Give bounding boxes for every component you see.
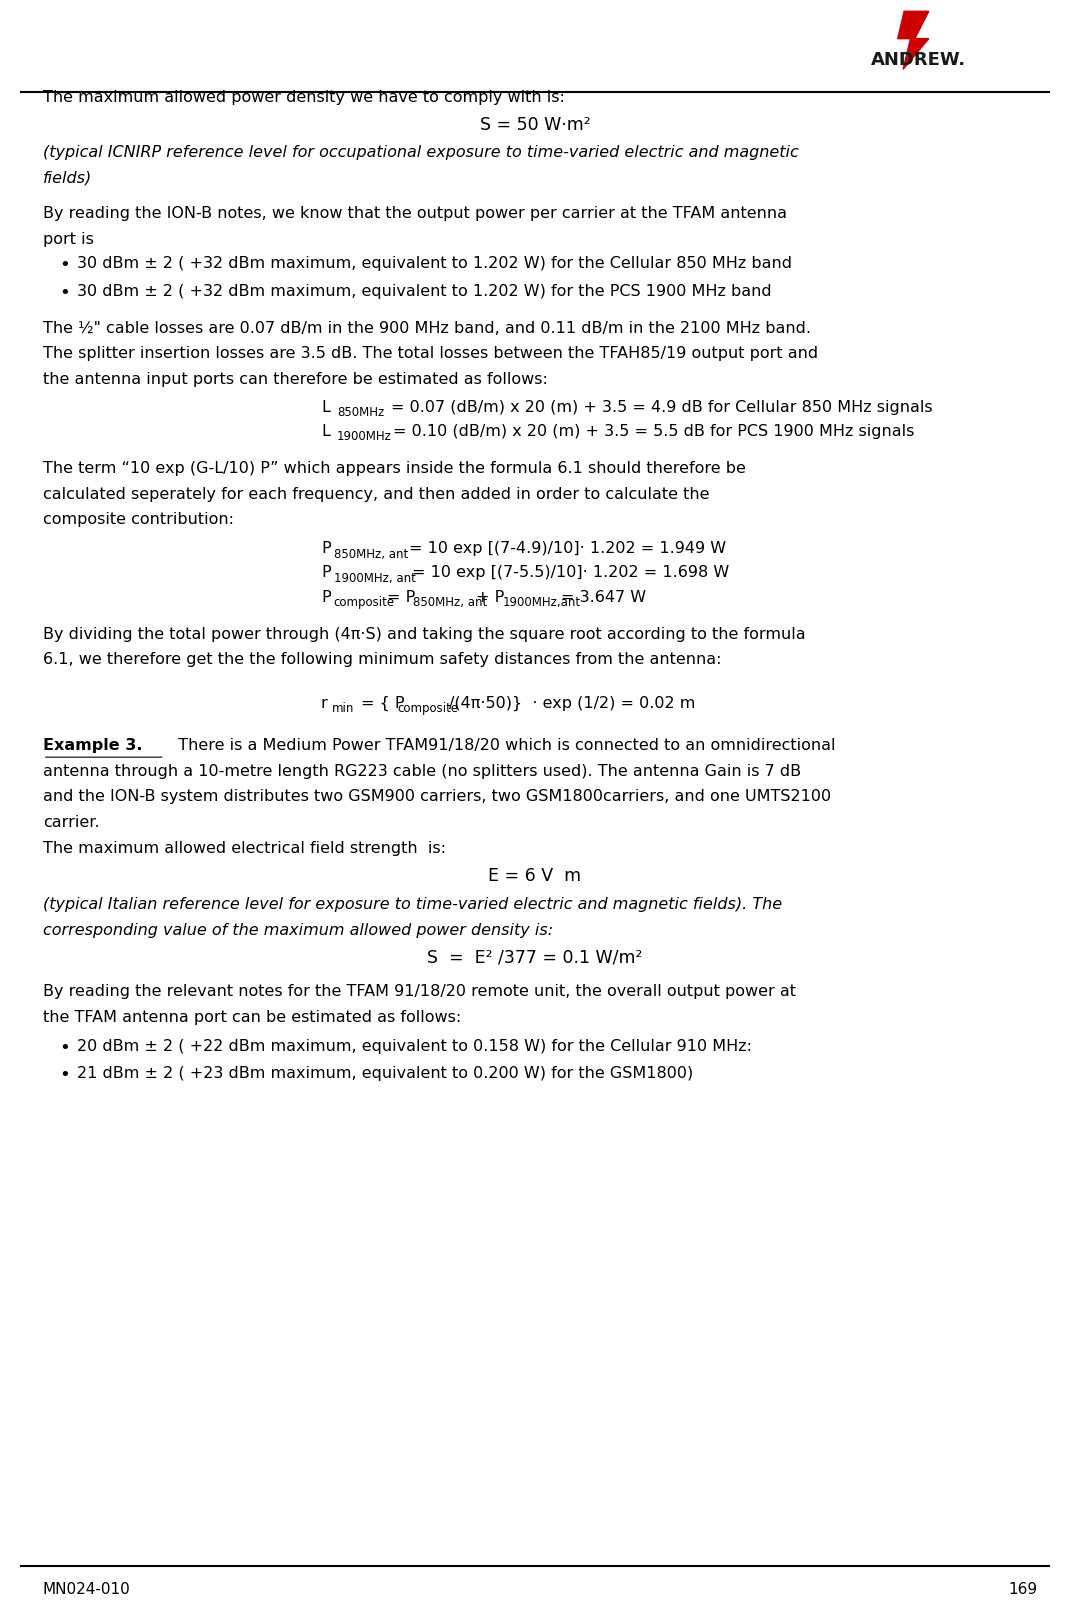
Text: 1900MHz: 1900MHz: [337, 430, 392, 443]
Text: = 10 exp [(7-5.5)/10]· 1.202 = 1.698 W: = 10 exp [(7-5.5)/10]· 1.202 = 1.698 W: [412, 565, 729, 580]
Text: = 0.07 (dB/m) x 20 (m) + 3.5 = 4.9 dB for Cellular 850 MHz signals: = 0.07 (dB/m) x 20 (m) + 3.5 = 4.9 dB fo…: [391, 400, 932, 414]
Text: 1900MHz,ant: 1900MHz,ant: [503, 596, 581, 609]
Text: + P: + P: [476, 590, 504, 604]
Text: min: min: [332, 702, 354, 715]
Text: MN024-010: MN024-010: [43, 1582, 131, 1597]
Text: fields): fields): [43, 171, 92, 185]
Text: L: L: [321, 400, 330, 414]
Text: The maximum allowed power density we have to comply with is:: The maximum allowed power density we hav…: [43, 90, 565, 105]
Text: S  =  E² /377 = 0.1 W/m²: S = E² /377 = 0.1 W/m²: [427, 949, 643, 967]
Polygon shape: [898, 11, 929, 69]
Text: 850MHz: 850MHz: [337, 406, 384, 419]
Text: 30 dBm ± 2 ( +32 dBm maximum, equivalent to 1.202 W) for the PCS 1900 MHz band: 30 dBm ± 2 ( +32 dBm maximum, equivalent…: [77, 284, 771, 298]
Text: 169: 169: [1009, 1582, 1038, 1597]
Text: By reading the relevant notes for the TFAM 91/18/20 remote unit, the overall out: By reading the relevant notes for the TF…: [43, 984, 796, 999]
Text: calculated seperately for each frequency, and then added in order to calculate t: calculated seperately for each frequency…: [43, 487, 709, 501]
Text: 6.1, we therefore get the the following minimum safety distances from the antenn: 6.1, we therefore get the the following …: [43, 652, 721, 667]
Text: = P: = P: [387, 590, 415, 604]
Text: •: •: [59, 256, 70, 274]
Text: (typical ICNIRP reference level for occupational exposure to time-varied electri: (typical ICNIRP reference level for occu…: [43, 145, 798, 159]
Text: S = 50 W·m²: S = 50 W·m²: [479, 116, 591, 134]
Text: Example 3.: Example 3.: [43, 738, 142, 752]
Text: 850MHz, ant: 850MHz, ant: [334, 548, 408, 561]
Text: P: P: [321, 541, 331, 556]
Text: 30 dBm ± 2 ( +32 dBm maximum, equivalent to 1.202 W) for the Cellular 850 MHz ba: 30 dBm ± 2 ( +32 dBm maximum, equivalent…: [77, 256, 792, 271]
Text: = 3.647 W: = 3.647 W: [561, 590, 646, 604]
Text: = { P: = { P: [361, 696, 404, 710]
Text: 21 dBm ± 2 ( +23 dBm maximum, equivalent to 0.200 W) for the GSM1800): 21 dBm ± 2 ( +23 dBm maximum, equivalent…: [77, 1066, 693, 1081]
Text: The maximum allowed electrical field strength  is:: The maximum allowed electrical field str…: [43, 841, 446, 855]
Text: P: P: [321, 565, 331, 580]
Text: corresponding value of the maximum allowed power density is:: corresponding value of the maximum allow…: [43, 923, 553, 938]
Text: the TFAM antenna port can be estimated as follows:: the TFAM antenna port can be estimated a…: [43, 1010, 461, 1025]
Text: r: r: [321, 696, 327, 710]
Text: = 10 exp [(7-4.9)/10]· 1.202 = 1.949 W: = 10 exp [(7-4.9)/10]· 1.202 = 1.949 W: [409, 541, 725, 556]
Text: The term “10 exp (G-L/10) P” which appears inside the formula 6.1 should therefo: The term “10 exp (G-L/10) P” which appea…: [43, 461, 746, 475]
Text: By dividing the total power through (4π·S) and taking the square root according : By dividing the total power through (4π·…: [43, 627, 806, 641]
Text: •: •: [59, 284, 70, 301]
Text: L: L: [321, 424, 330, 438]
Text: the antenna input ports can therefore be estimated as follows:: the antenna input ports can therefore be…: [43, 372, 548, 387]
Text: •: •: [59, 1066, 70, 1084]
Text: There is a Medium Power TFAM91/18/20 which is connected to an omnidirectional: There is a Medium Power TFAM91/18/20 whi…: [168, 738, 836, 752]
Text: 1900MHz, ant: 1900MHz, ant: [334, 572, 416, 585]
Text: P: P: [321, 590, 331, 604]
Text: •: •: [59, 1039, 70, 1057]
Text: and the ION-B system distributes two GSM900 carriers, two GSM1800carriers, and o: and the ION-B system distributes two GSM…: [43, 789, 831, 804]
Text: ANDREW.: ANDREW.: [871, 50, 965, 69]
Text: antenna through a 10-metre length RG223 cable (no splitters used). The antenna G: antenna through a 10-metre length RG223 …: [43, 764, 801, 778]
Text: /(4π·50)}  · exp (1/2) = 0.02 m: /(4π·50)} · exp (1/2) = 0.02 m: [449, 696, 696, 710]
Text: carrier.: carrier.: [43, 815, 100, 830]
Text: composite contribution:: composite contribution:: [43, 512, 234, 527]
Text: composite: composite: [334, 596, 395, 609]
Text: E = 6 V  m: E = 6 V m: [488, 867, 582, 884]
Text: = 0.10 (dB/m) x 20 (m) + 3.5 = 5.5 dB for PCS 1900 MHz signals: = 0.10 (dB/m) x 20 (m) + 3.5 = 5.5 dB fo…: [393, 424, 914, 438]
Text: (typical Italian reference level for exposure to time-varied electric and magnet: (typical Italian reference level for exp…: [43, 897, 782, 912]
Text: 850MHz, ant: 850MHz, ant: [413, 596, 487, 609]
Text: The ½" cable losses are 0.07 dB/m in the 900 MHz band, and 0.11 dB/m in the 2100: The ½" cable losses are 0.07 dB/m in the…: [43, 321, 811, 335]
Text: By reading the ION-B notes, we know that the output power per carrier at the TFA: By reading the ION-B notes, we know that…: [43, 206, 786, 221]
Text: composite: composite: [397, 702, 458, 715]
Text: The splitter insertion losses are 3.5 dB. The total losses between the TFAH85/19: The splitter insertion losses are 3.5 dB…: [43, 346, 817, 361]
Text: port is: port is: [43, 232, 94, 246]
Text: 20 dBm ± 2 ( +22 dBm maximum, equivalent to 0.158 W) for the Cellular 910 MHz:: 20 dBm ± 2 ( +22 dBm maximum, equivalent…: [77, 1039, 752, 1054]
